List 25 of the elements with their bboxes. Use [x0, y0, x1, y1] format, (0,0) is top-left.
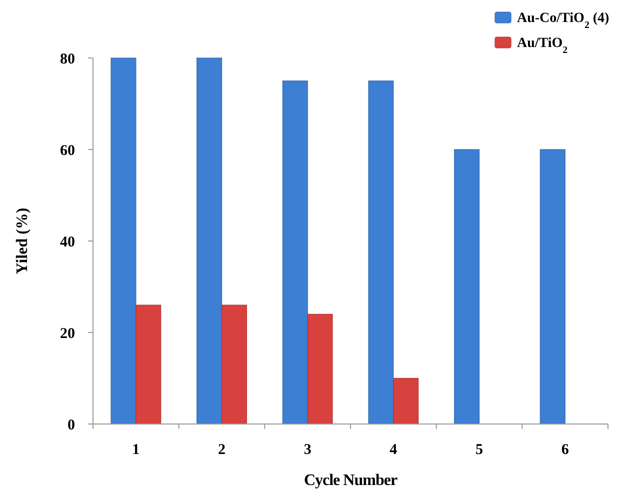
x-tick-label: 3 — [304, 442, 312, 458]
y-axis-title: Yiled (%) — [14, 208, 31, 274]
bar — [307, 314, 333, 424]
bar — [368, 80, 394, 424]
x-tick-label: 4 — [390, 442, 398, 458]
x-tick-label: 6 — [561, 442, 570, 458]
y-tick-label: 40 — [60, 234, 75, 250]
legend-label: Au-Co/TiO$_{2}$ (4) — [517, 11, 610, 30]
bar — [282, 80, 308, 424]
legend-label: Au/TiO$_{2}$ — [517, 36, 568, 56]
bar — [454, 149, 480, 424]
bar — [196, 58, 222, 424]
x-tick-label: 5 — [476, 442, 483, 458]
bar — [110, 58, 136, 424]
y-tick-label: 60 — [60, 142, 75, 159]
bar — [540, 149, 566, 424]
x-tick-label: 2 — [218, 442, 226, 458]
y-tick-label: 0 — [68, 417, 75, 434]
bar — [221, 304, 247, 424]
y-tick-label: 20 — [60, 326, 75, 342]
x-axis-title: Cycle Number — [304, 472, 398, 489]
bar — [393, 378, 419, 424]
bar — [136, 304, 162, 424]
x-tick-label: 1 — [132, 442, 140, 458]
y-tick-label: 80 — [60, 51, 75, 68]
